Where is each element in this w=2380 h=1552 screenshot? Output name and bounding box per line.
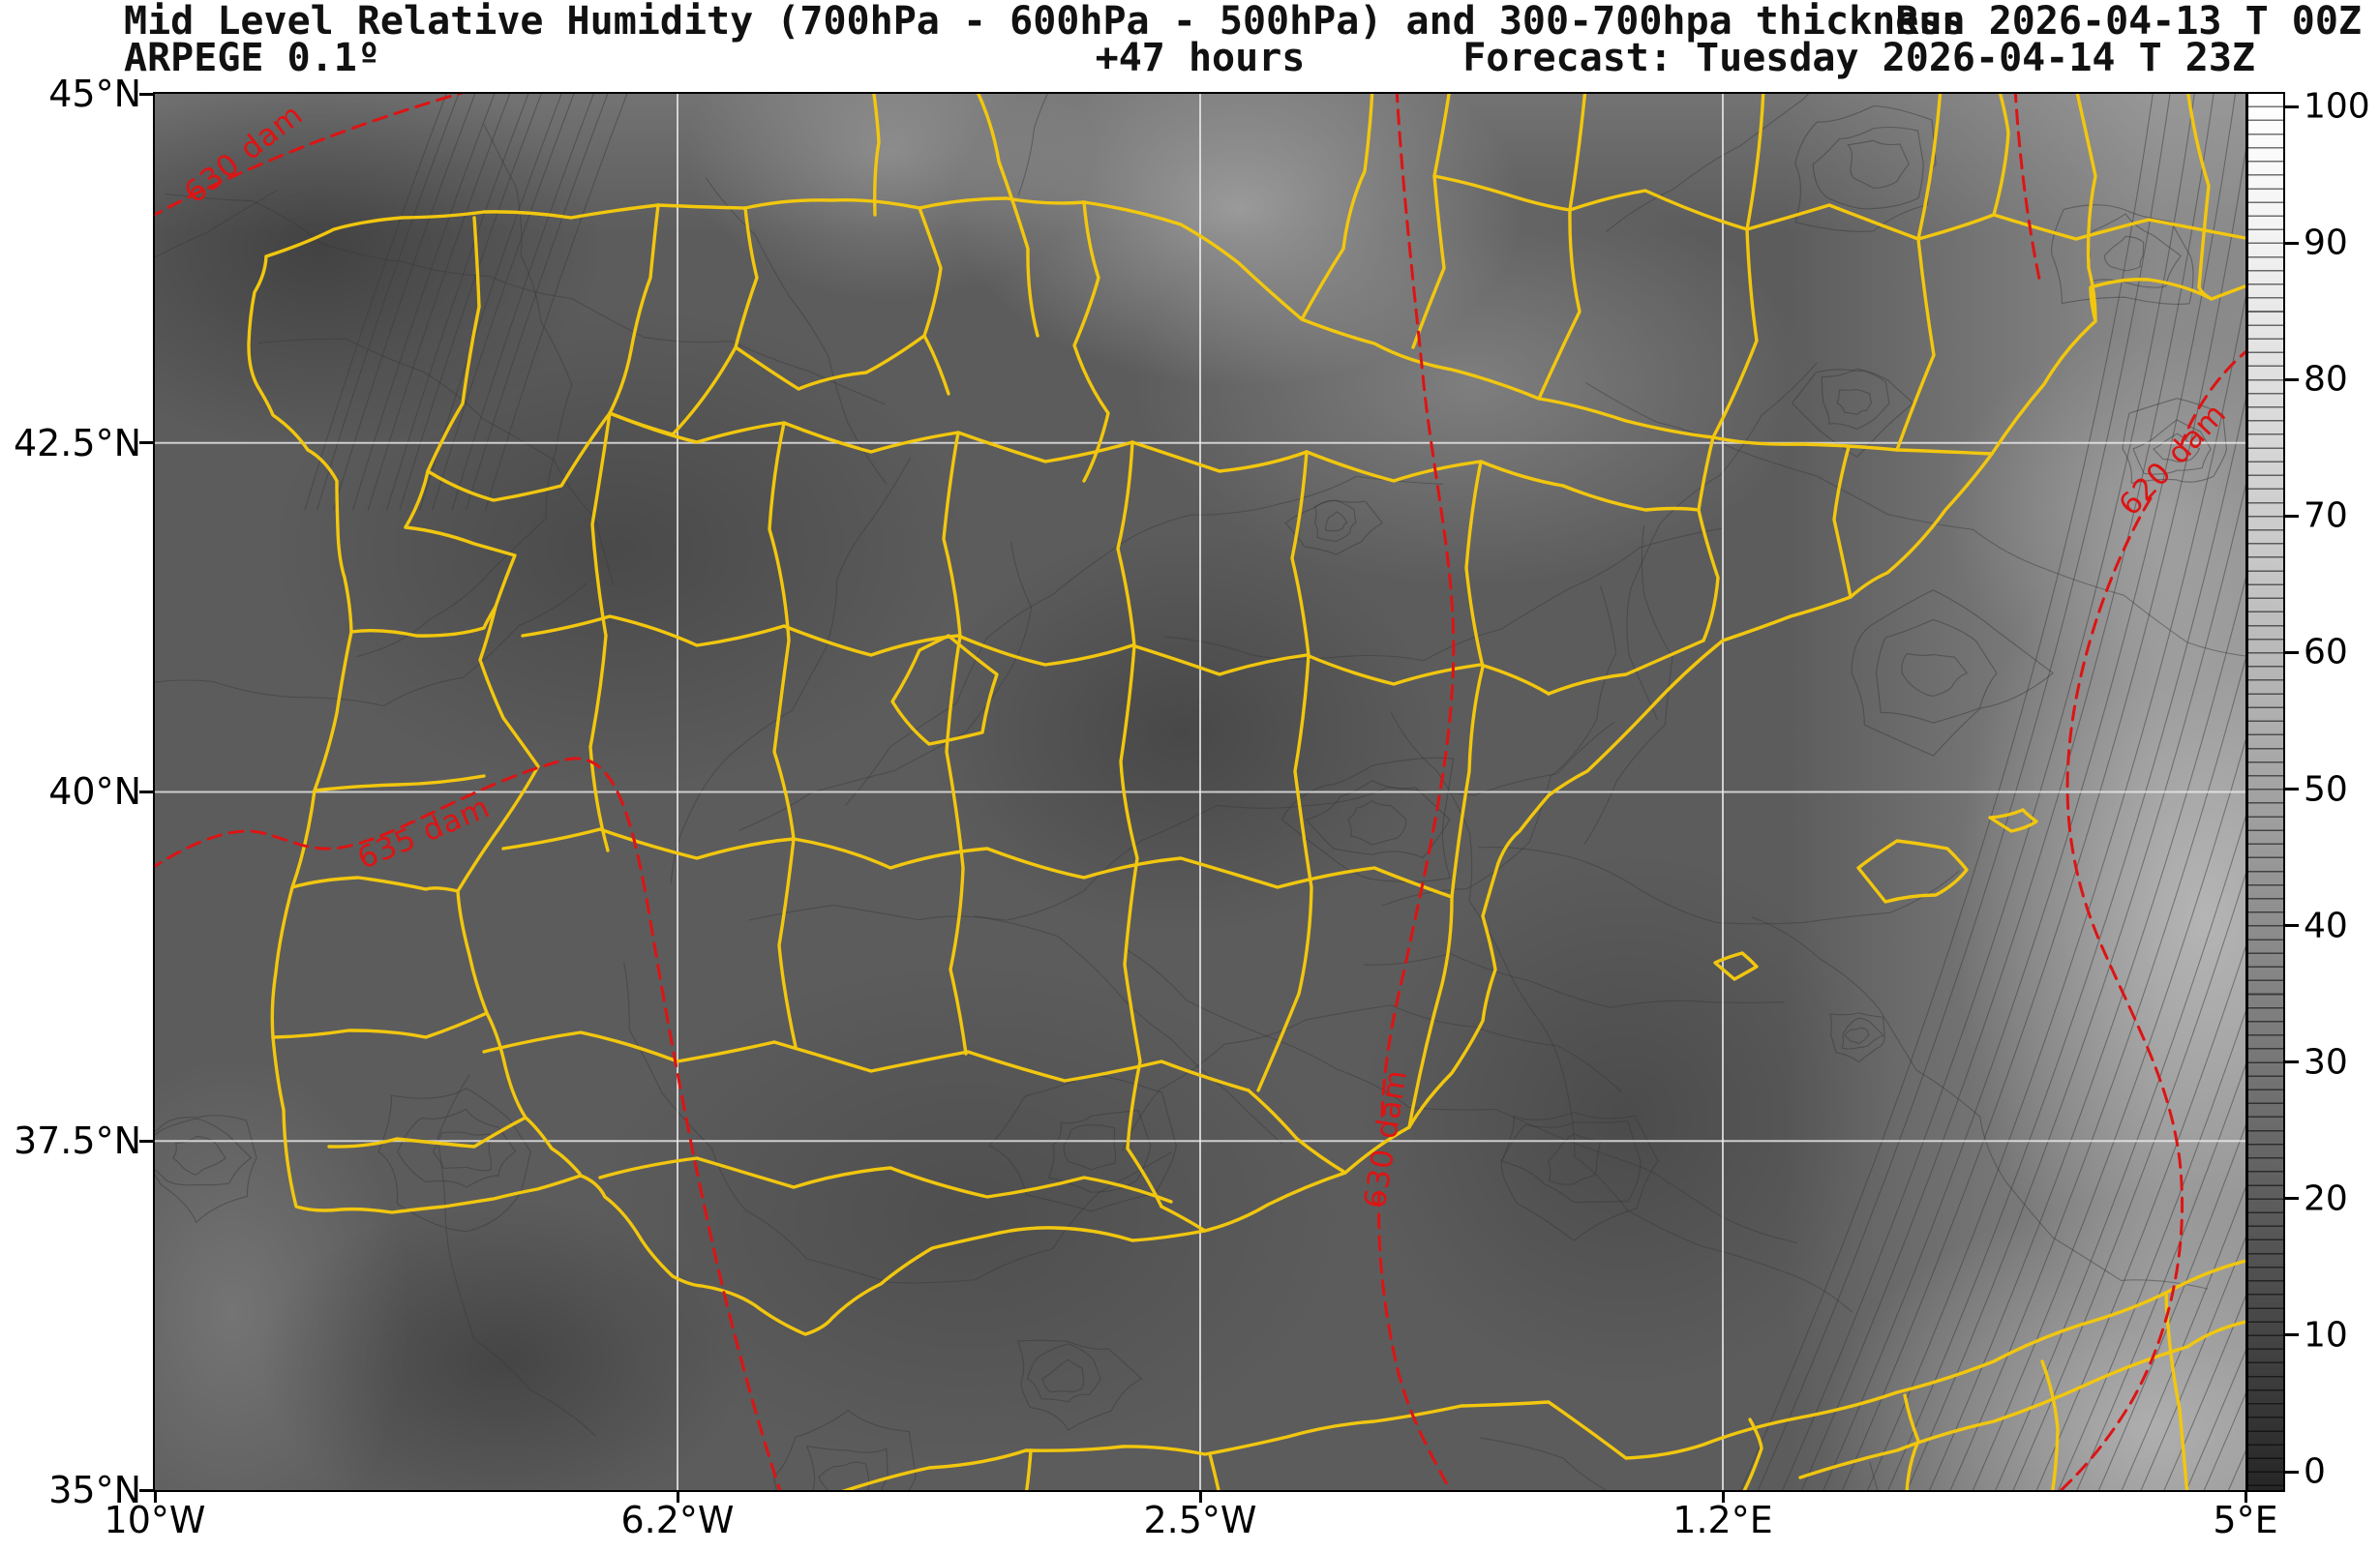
colorbar-tick-label: 10	[2304, 1315, 2348, 1356]
lead-time-label: +47 hours	[1095, 36, 1306, 80]
axis-tick	[2283, 1333, 2299, 1337]
forecast-label: Forecast: Tuesday 2026-04-14 T 23Z	[1462, 36, 2255, 80]
axis-tick	[139, 1139, 153, 1143]
colorbar-tick-label: 20	[2304, 1179, 2348, 1219]
axis-tick	[139, 1488, 153, 1492]
graticule	[155, 94, 2245, 1490]
x-axis-label: 6.2°W	[620, 1499, 735, 1541]
colorbar-tick-label: 40	[2304, 906, 2348, 946]
axis-tick	[153, 1490, 157, 1503]
map-plot: 630 dam 635 dam 630 dam 620 dam	[153, 92, 2247, 1492]
colorbar-tick-label: 30	[2304, 1042, 2348, 1083]
x-axis-label: 10°W	[104, 1499, 206, 1541]
humidity-contour-texture	[155, 94, 2245, 1490]
colorbar-tick-label: 60	[2304, 632, 2348, 672]
axis-tick	[2283, 514, 2299, 518]
x-axis-label: 5°E	[2213, 1499, 2278, 1541]
axis-tick	[676, 1490, 679, 1503]
y-axis-label: 42.5°N	[13, 422, 141, 464]
axis-tick	[2283, 788, 2299, 791]
axis-tick	[139, 441, 153, 445]
axis-tick	[2244, 1490, 2247, 1503]
x-axis-label: 2.5°W	[1143, 1499, 1257, 1541]
map-canvas	[155, 94, 2245, 1490]
axis-tick	[2283, 1060, 2299, 1064]
colorbar-tick-label: 0	[2304, 1451, 2326, 1492]
province-borders-layer	[247, 94, 2245, 1490]
axis-tick	[2283, 1197, 2299, 1201]
axis-tick	[2283, 1470, 2299, 1474]
axis-tick	[2283, 377, 2299, 381]
axis-tick	[2283, 104, 2299, 108]
y-axis-label: 45°N	[48, 73, 141, 115]
thickness-contours-layer	[155, 94, 2245, 1490]
y-axis-label: 40°N	[48, 770, 141, 813]
x-axis-label: 1.2°E	[1672, 1499, 1773, 1541]
colorbar-tick-label: 100	[2304, 86, 2370, 127]
axis-tick	[2283, 924, 2299, 928]
colorbar-level-lines	[2248, 94, 2283, 1490]
colorbar-tick-label: 90	[2304, 223, 2348, 263]
axis-tick	[2283, 650, 2299, 654]
axis-tick	[1721, 1490, 1725, 1503]
colorbar-tick-label: 70	[2304, 495, 2348, 536]
page-title: Mid Level Relative Humidity (700hPa - 60…	[124, 0, 1966, 44]
colorbar	[2246, 92, 2285, 1492]
colorbar-tick-label: 50	[2304, 769, 2348, 810]
model-label: ARPEGE 0.1º	[124, 36, 380, 80]
run-label: Run 2026-04-13 T 00Z	[1895, 0, 2362, 44]
axis-tick	[1198, 1490, 1202, 1503]
axis-tick	[139, 791, 153, 793]
axis-tick	[139, 92, 153, 96]
axis-tick	[2283, 241, 2299, 245]
colorbar-tick-label: 80	[2304, 359, 2348, 400]
y-axis-label: 37.5°N	[13, 1119, 141, 1162]
y-axis-label: 35°N	[48, 1469, 141, 1511]
